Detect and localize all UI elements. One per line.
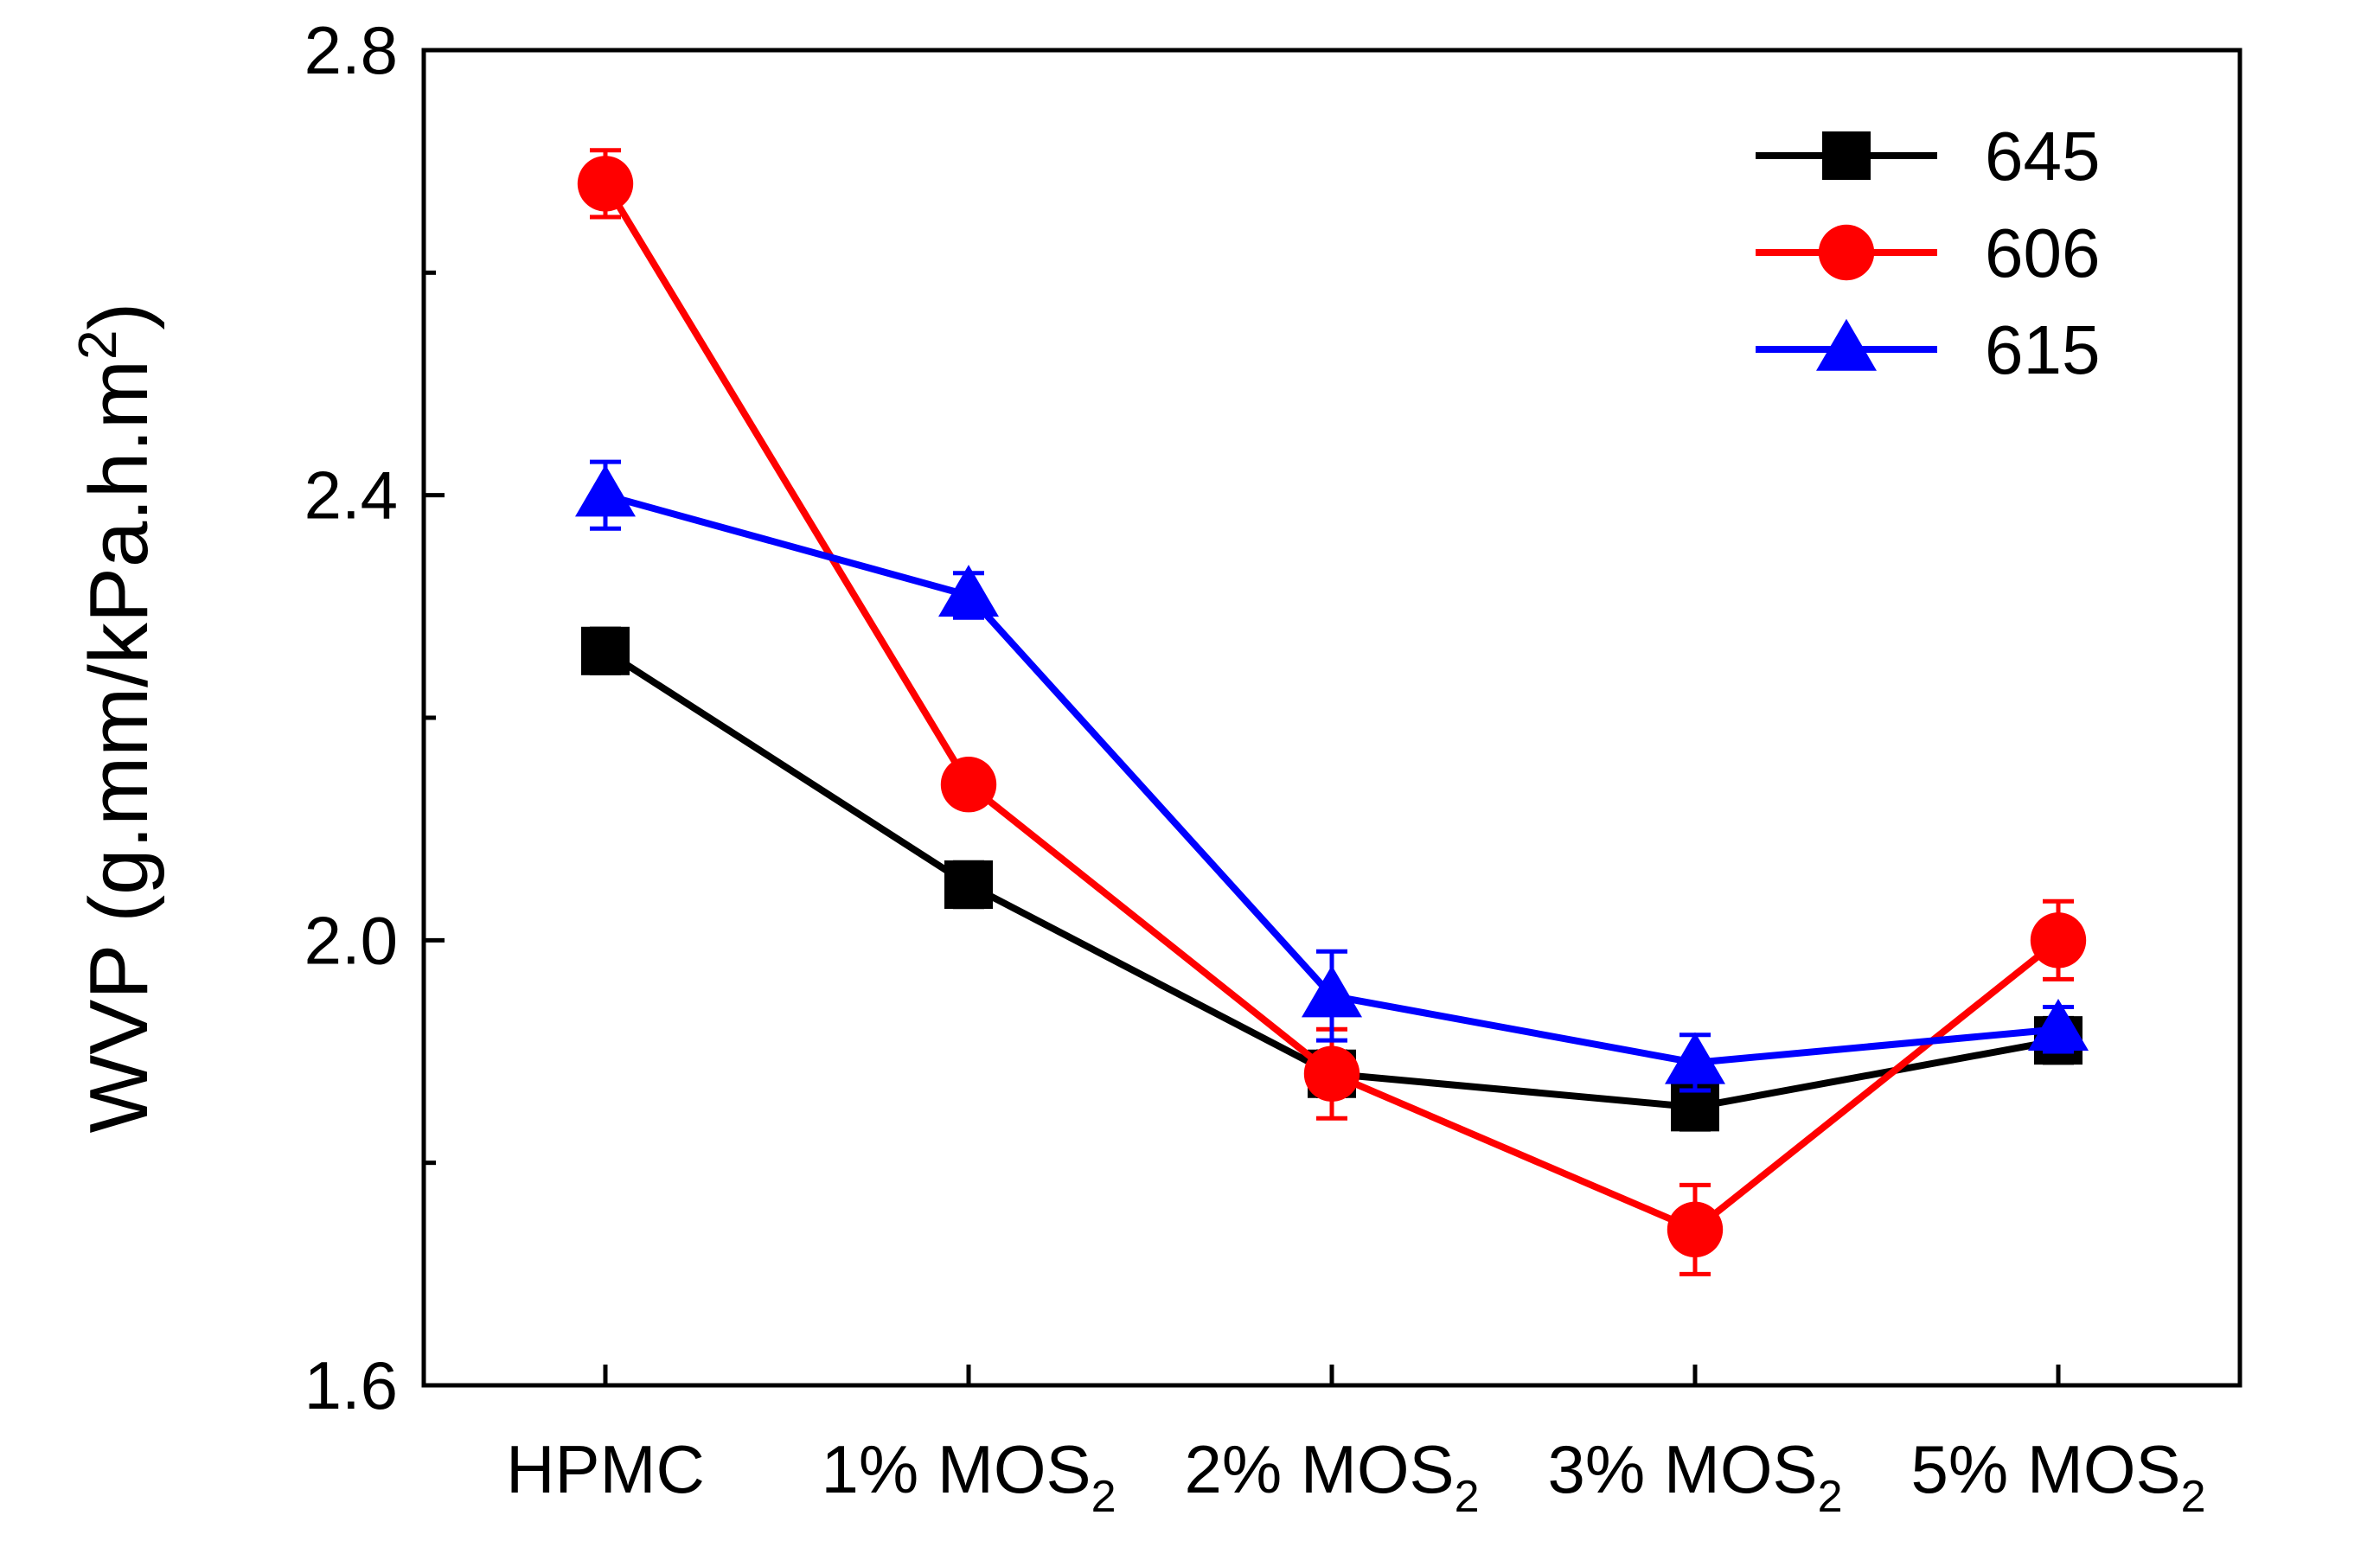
x-tick-label-main: 5% MOS [1911, 1431, 2181, 1507]
legend-entry-615: 615 [1756, 311, 2100, 388]
legend-marker-square [1822, 131, 1871, 180]
x-tick-label-subscript: 2 [1818, 1472, 1843, 1522]
legend-marker-circle [1818, 224, 1875, 281]
data-point-615 [938, 565, 999, 617]
data-point-615 [2028, 998, 2089, 1051]
y-tick-label: 1.6 [304, 1347, 398, 1423]
x-tick-label-subscript: 2 [1091, 1472, 1116, 1522]
legend: 645 606 615 [1756, 118, 2100, 388]
data-point-615 [1302, 965, 1362, 1018]
x-tick-label: 1% MOS2 [822, 1431, 1116, 1522]
legend-marker-triangle [1816, 318, 1877, 371]
x-tick-label: 3% MOS2 [1548, 1431, 1843, 1522]
x-tick-label: 5% MOS2 [1911, 1431, 2206, 1522]
y-tick-label: 2.0 [304, 902, 398, 978]
data-point-606 [1303, 1045, 1360, 1102]
data-point-645 [944, 860, 993, 909]
y-tick-label: 2.4 [304, 457, 398, 534]
legend-label: 615 [1985, 311, 2100, 388]
y-axis-label: WVP (g.mm/kPa.h.m2) [68, 303, 165, 1134]
data-point-606 [940, 757, 997, 813]
x-tick-label-main: 2% MOS [1185, 1431, 1455, 1507]
y-axis: 1.6 2.0 2.4 2.8 [304, 12, 445, 1423]
legend-entry-645: 645 [1756, 118, 2100, 195]
data-point-645 [581, 626, 630, 675]
y-tick-label: 2.8 [304, 12, 398, 88]
legend-label: 645 [1985, 118, 2100, 195]
series-615 [575, 459, 2089, 1093]
data-point-606 [2030, 912, 2087, 969]
x-tick-label-main: 3% MOS [1548, 1431, 1818, 1507]
x-tick-label-subscript: 2 [1455, 1472, 1480, 1522]
data-point-615 [1665, 1032, 1725, 1084]
x-tick-label: 2% MOS2 [1185, 1431, 1480, 1522]
series-606 [577, 148, 2087, 1276]
y-axis-label-main: WVP (g.mm/kPa.h.m [73, 360, 165, 1133]
x-tick-label-subscript: 2 [2181, 1472, 2206, 1522]
x-axis: HPMC 1% MOS2 2% MOS2 3% MOS2 5% MOS2 [506, 1365, 2206, 1522]
data-point-606 [577, 156, 634, 212]
x-tick-label-main: HPMC [506, 1431, 705, 1507]
y-axis-label-close: ) [73, 303, 165, 330]
legend-entry-606: 606 [1756, 214, 2100, 291]
data-point-606 [1667, 1201, 1724, 1258]
legend-label: 606 [1985, 214, 2100, 291]
y-axis-label-superscript: 2 [68, 330, 128, 360]
x-tick-label: HPMC [506, 1431, 705, 1507]
x-tick-label-main: 1% MOS [822, 1431, 1091, 1507]
series-layer [575, 148, 2089, 1276]
data-point-615 [575, 464, 636, 517]
